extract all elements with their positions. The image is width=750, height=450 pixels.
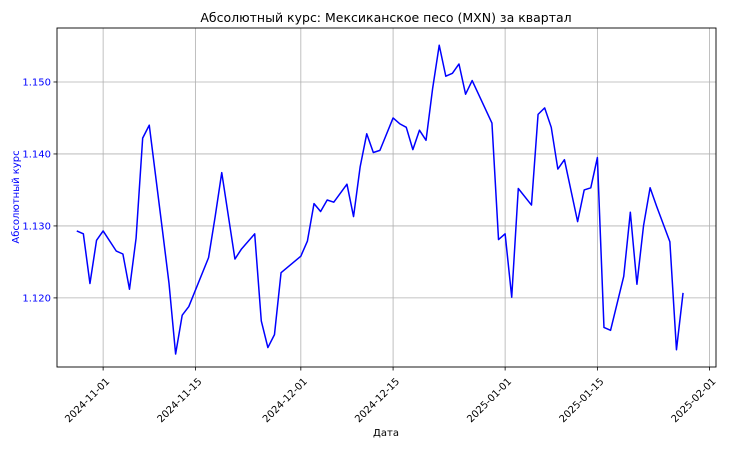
grid [57, 28, 716, 367]
x-axis-label: Дата [373, 428, 399, 439]
plot-area [76, 44, 684, 355]
axes-frame [56, 27, 717, 368]
y-tick-label: 1.140 [22, 149, 51, 160]
y-tick-label: 1.120 [22, 293, 51, 304]
series-line [76, 44, 684, 355]
y-tick-label: 1.150 [22, 77, 51, 88]
y-axis-label: Абсолютный курс [11, 150, 22, 243]
chart-title: Абсолютный курс: Мексиканское песо (MXN)… [200, 10, 571, 25]
y-axis: 1.120 1.130 1.140 1.150 [22, 77, 57, 304]
y-tick-label: 1.130 [22, 221, 51, 232]
